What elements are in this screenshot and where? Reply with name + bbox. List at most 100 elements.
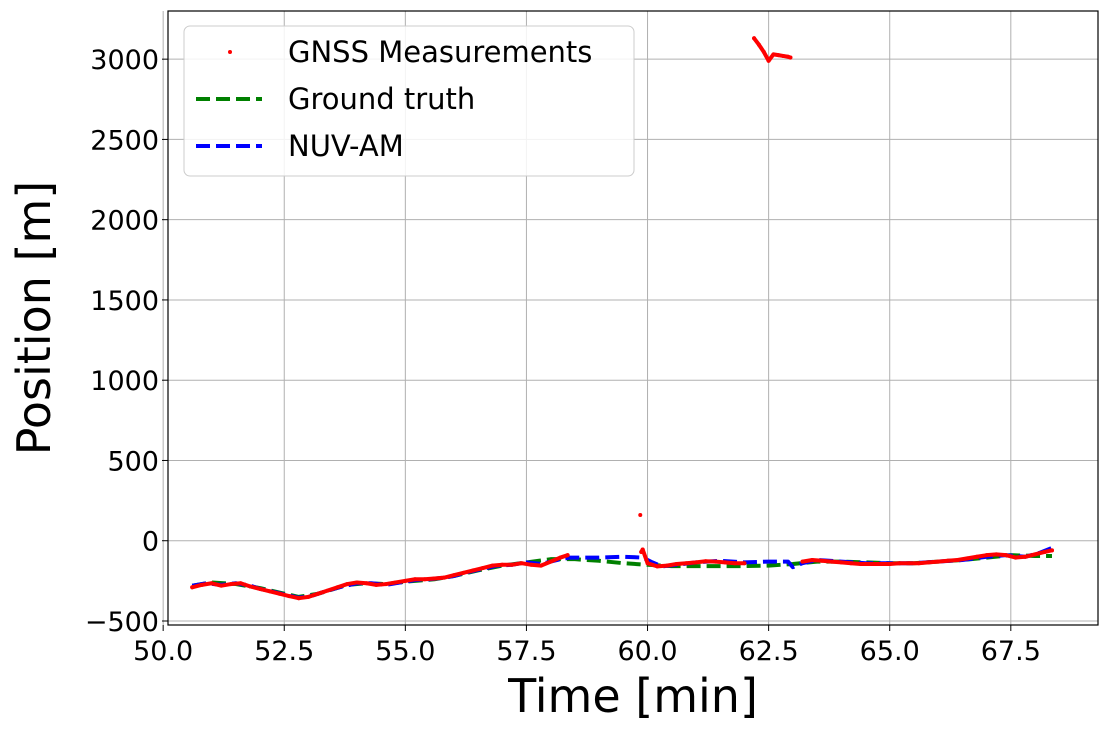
gnss-point	[529, 562, 534, 567]
gnss-point	[325, 588, 330, 593]
gnss-point	[199, 582, 204, 587]
gnss-point	[480, 566, 485, 571]
gnss-point	[258, 586, 263, 591]
legend-box	[183, 25, 635, 177]
x-tick-label: 65.0	[860, 636, 920, 667]
gnss-point	[500, 562, 505, 567]
gnss-point	[413, 577, 418, 582]
gnss-point	[1049, 548, 1054, 553]
gnss-point	[907, 561, 912, 566]
gnss-point	[296, 596, 301, 601]
gnss-point	[316, 591, 321, 596]
gnss-point	[703, 559, 708, 564]
gnss-point	[955, 557, 960, 562]
gnss-point	[190, 585, 195, 590]
gnss-point	[306, 594, 311, 599]
gnss-point	[238, 581, 243, 586]
gnss-point	[538, 563, 543, 568]
gnss-point	[829, 559, 834, 564]
y-tick-label: 1000	[90, 366, 159, 397]
gnss-point	[771, 52, 776, 57]
x-tick-label: 67.5	[981, 636, 1041, 667]
series-gnss-measurements	[190, 36, 1054, 601]
gnss-point	[756, 42, 761, 47]
gnss-point	[490, 563, 495, 568]
gnss-point	[766, 58, 771, 63]
gnss-point	[965, 556, 970, 561]
gnss-point	[277, 591, 282, 596]
legend: GNSS Measurements Ground truth NUV-AM	[183, 25, 635, 177]
legend-label-gnss-measurements: GNSS Measurements	[288, 35, 592, 69]
gnss-point	[788, 55, 793, 60]
gnss-trace	[190, 553, 570, 601]
gnss-point	[519, 561, 524, 566]
gnss-point	[471, 568, 476, 573]
gnss-point	[1013, 555, 1018, 560]
plot-frame	[167, 10, 1099, 626]
gnss-point	[364, 581, 369, 586]
gnss-point	[432, 576, 437, 581]
axis-ticks: 50.0 52.5 55.0 57.5 60.0 62.5 65.0 67.5 −500 0 500…	[85, 45, 1041, 667]
x-tick-label: 52.5	[254, 636, 314, 667]
gnss-point	[776, 53, 781, 58]
gnss-point	[858, 562, 863, 567]
gnss-point	[422, 577, 427, 582]
gnss-point	[209, 581, 214, 586]
gnss-point	[752, 36, 757, 41]
plot-series	[190, 36, 1054, 601]
gnss-point	[345, 582, 350, 587]
gnss-point	[848, 561, 853, 566]
gnss-point	[1003, 553, 1008, 558]
gnss-point	[732, 561, 737, 566]
gnss-point	[335, 585, 340, 590]
gnss-point	[509, 562, 514, 567]
gnss-point	[878, 562, 883, 567]
gnss-point	[548, 559, 553, 564]
gnss-point	[994, 552, 999, 557]
gnss-point	[442, 575, 447, 580]
gnss-point	[868, 562, 873, 567]
gnss-point	[974, 554, 979, 559]
gnss-point	[723, 560, 728, 565]
gnss-point	[640, 547, 645, 552]
gnss-point	[984, 553, 989, 558]
gnss-point	[693, 560, 698, 565]
gnss-point	[664, 563, 669, 568]
gnss-point	[713, 559, 718, 564]
gnss-point	[887, 562, 892, 567]
gnss-point	[819, 558, 824, 563]
y-tick-label: 2000	[90, 206, 159, 237]
gnss-point	[897, 561, 902, 566]
legend-marker-gnss-measurements	[228, 50, 232, 54]
gnss-point	[374, 582, 379, 587]
legend-label-ground-truth: Ground truth	[288, 82, 475, 116]
gnss-point	[383, 582, 388, 587]
gnss-point	[655, 564, 660, 569]
x-tick-label: 57.5	[496, 636, 556, 667]
y-axis-label: Position [m]	[7, 181, 61, 455]
gnss-point	[451, 573, 456, 578]
y-tick-label: 3000	[90, 45, 159, 76]
gnss-point	[354, 580, 359, 585]
gnss-point	[287, 594, 292, 599]
gnss-point	[565, 553, 570, 558]
y-tick-label: 1500	[90, 286, 159, 317]
gnss-point	[403, 578, 408, 583]
gnss-point	[810, 557, 815, 562]
gnss-point	[839, 560, 844, 565]
x-tick-label: 62.5	[739, 636, 799, 667]
gnss-point	[1023, 554, 1028, 559]
y-tick-label: −500	[85, 607, 159, 638]
gnss-point	[638, 513, 643, 518]
gnss-point	[761, 49, 766, 54]
gnss-point	[393, 580, 398, 585]
gnss-point	[936, 559, 941, 564]
legend-label-nuv-am: NUV-AM	[288, 129, 404, 163]
gnss-point	[558, 555, 563, 560]
gnss-point	[916, 561, 921, 566]
gnss-point	[742, 561, 747, 566]
gnss-point	[674, 562, 679, 567]
gnss-point	[1042, 549, 1047, 554]
gnss-point	[800, 559, 805, 564]
